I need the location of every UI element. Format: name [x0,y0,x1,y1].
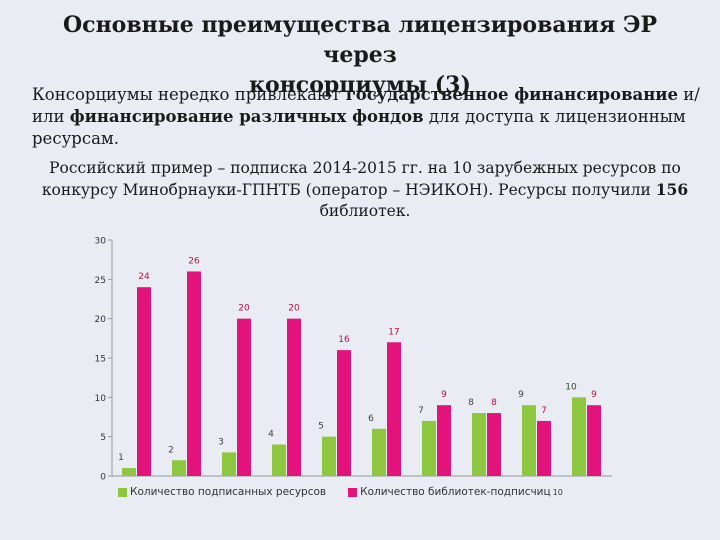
intro-text-3: для доступа к лицензионным ресурсам. [32,107,686,148]
data-label-libraries: 17 [388,327,399,337]
bar-libraries [187,271,201,476]
bar-resources [372,428,386,476]
intro-bold-1: государственное финансирование [345,85,679,104]
legend-swatch-magenta [348,487,358,497]
bar-resources [172,460,186,476]
bar-resources [272,444,286,476]
title-line-1: Основные преимущества лицензирования ЭР … [63,12,657,68]
data-label-resources: 2 [168,445,174,455]
data-label-libraries: 9 [441,390,447,400]
chart-legend: Количество подписанных ресурсов Количест… [118,484,585,500]
data-label-resources: 10 [565,382,577,392]
bar-libraries [137,287,151,476]
bar-libraries [537,420,551,476]
data-label-libraries: 20 [238,304,250,314]
legend-label-libraries: Количество библиотек-подписчиц [360,486,551,498]
data-label-libraries: 24 [138,272,150,282]
bar-chart: 0 5 10 15 20 25 30 1 24 2 26 3 20 4 20 5 16 6 17 7 9 8 8 9 7 10 9 [95,237,612,483]
example-text-1: Российский пример – подписка 2014-2015 г… [41,159,681,199]
example-paragraph: Российский пример – подписка 2014-2015 г… [40,158,690,222]
legend-suffix: 10 [552,487,563,497]
bar-resources [422,420,436,476]
bar-resources [522,405,536,476]
data-label-libraries: 7 [541,406,547,416]
intro-paragraph: Консорциумы нередко привлекают государст… [32,84,702,150]
y-tick-label: 25 [95,276,106,286]
data-label-resources: 5 [318,422,324,432]
bar-libraries [437,405,451,476]
y-tick-label: 30 [95,237,107,247]
intro-bold-2: финансирование различных фондов [69,107,424,126]
y-tick-label: 0 [100,473,106,483]
data-label-resources: 8 [468,398,474,408]
y-tick-label: 10 [95,394,107,404]
data-label-libraries: 26 [188,256,200,266]
bar-resources [322,436,336,476]
data-label-resources: 4 [268,430,274,440]
bar-resources [122,468,136,476]
data-label-libraries: 16 [338,335,350,345]
legend-item-resources: Количество подписанных ресурсов [118,486,326,498]
legend-item-libraries: Количество библиотек-подписчиц 10 [348,486,563,498]
legend-label-resources: Количество подписанных ресурсов [130,486,327,498]
bar-libraries [337,350,351,476]
bar-libraries [587,405,601,476]
data-label-resources: 9 [518,390,524,400]
example-text-2: библиотек. [319,202,411,220]
data-label-resources: 6 [368,414,374,424]
data-label-libraries: 20 [288,304,300,314]
bar-resources [572,397,586,476]
legend-swatch-green [118,487,127,497]
bar-resources [472,413,486,476]
y-tick-label: 15 [95,355,106,365]
bar-libraries [387,342,401,476]
bar-resources [222,452,236,476]
example-bold-count: 156 [655,180,689,199]
y-tick-label: 5 [100,433,106,443]
y-tick-label: 20 [95,315,107,325]
data-label-resources: 7 [418,406,424,416]
bar-libraries [237,318,251,476]
intro-text-1: Консорциумы нередко привлекают [32,85,346,104]
data-label-resources: 3 [218,437,224,447]
bar-libraries [487,413,501,476]
bar-libraries [287,318,301,476]
data-label-libraries: 8 [491,398,497,408]
data-label-resources: 1 [118,453,124,463]
slide-title: Основные преимущества лицензирования ЭР … [60,10,660,100]
intro-text-2: и/или [32,85,700,126]
data-label-libraries: 9 [591,390,597,400]
title-line-2: консорциумы (3) [249,72,471,98]
